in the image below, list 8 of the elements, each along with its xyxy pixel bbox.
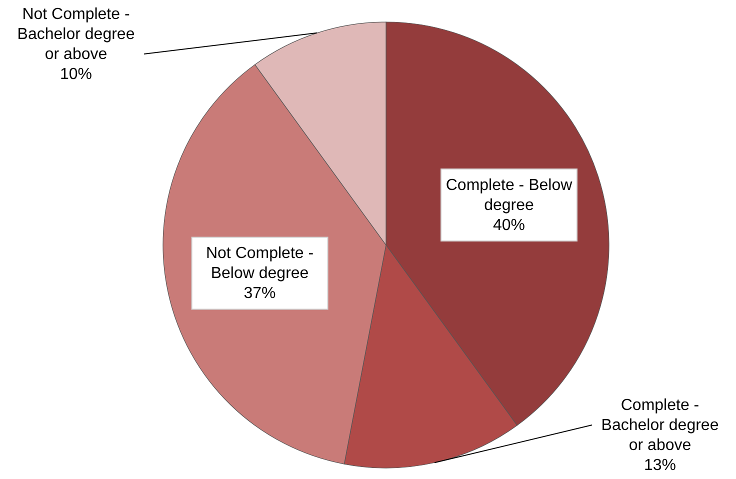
- data-label: 40%: [492, 217, 526, 234]
- slice-label: Not Complete - Below degree: [206, 245, 314, 282]
- slice-label: Complete - Below degree: [446, 177, 573, 214]
- data-label: 37%: [244, 285, 276, 302]
- slice-label: Complete - Bachelor degree or above: [601, 397, 719, 454]
- slice-label: Not Complete - Bachelor degree or above: [17, 6, 135, 63]
- data-label: 10%: [60, 66, 92, 83]
- data-label: 13%: [644, 457, 676, 474]
